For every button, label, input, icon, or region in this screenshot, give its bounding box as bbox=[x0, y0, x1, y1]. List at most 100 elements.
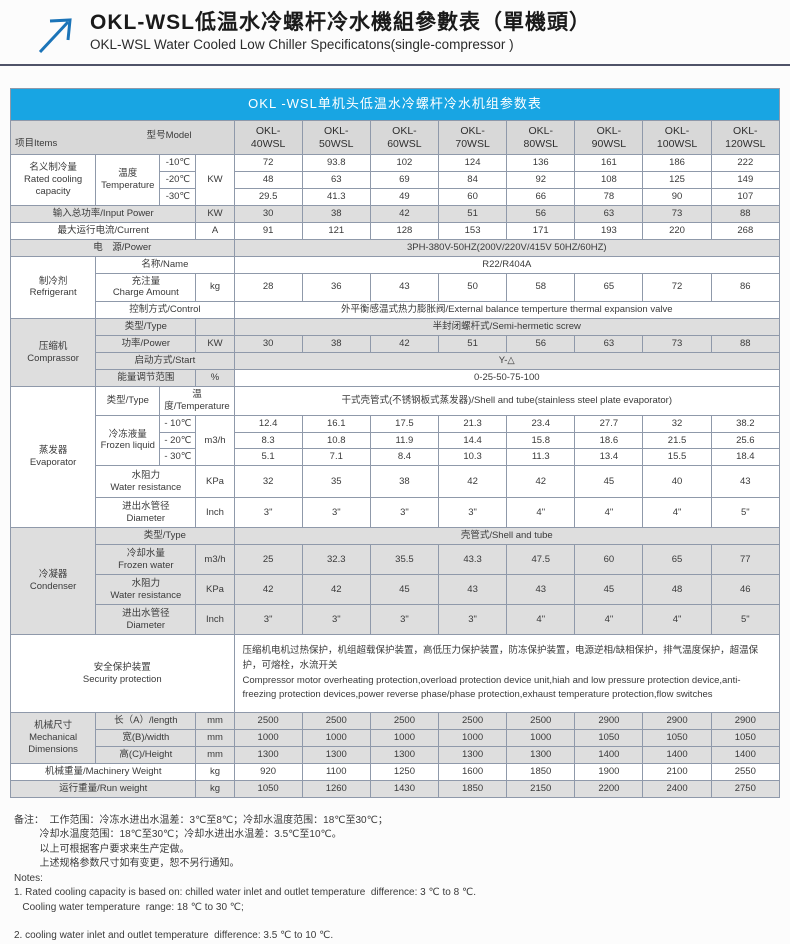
table-row-start: 启动方式/Start Y-△ bbox=[11, 352, 781, 370]
value-cell: 4" bbox=[574, 604, 644, 636]
table-row-security: 安全保护装置 Security protection 压缩机电机过热保护，机组超载… bbox=[10, 634, 781, 714]
value-cell: 149 bbox=[710, 171, 781, 189]
group-label-en: Evaporator bbox=[29, 457, 77, 469]
model-header: OKL- 50WSL bbox=[301, 120, 371, 155]
group-label-en: Comprassor bbox=[27, 352, 79, 364]
title-block: OKL-WSL低温水冷螺杆冷水機組參數表（單機頭） OKL-WSL Water … bbox=[90, 10, 591, 53]
table-row-energy-range: 能量调节范围 % 0-25-50-75-100 bbox=[11, 368, 781, 387]
value-cell: 51 bbox=[437, 335, 508, 353]
temp-cell: - 10℃ bbox=[159, 414, 197, 433]
row-label-zh: 水阻力 bbox=[131, 469, 161, 481]
page-title-zh: OKL-WSL低温水冷螺杆冷水機組參數表（單機頭） bbox=[90, 11, 591, 34]
temp-cell: -30℃ bbox=[159, 188, 197, 206]
value-cell: 3" bbox=[233, 604, 303, 636]
model-name: 70WSL bbox=[455, 137, 490, 150]
model-header-row: 项目Items 型号Model OKL- 40WSL OKL- 50WSL OKL-… bbox=[10, 120, 781, 155]
table-row-refrigerant-name: 制冷剂 Refrigerant 名称/Name R22/R404A bbox=[9, 255, 781, 320]
row-label: 启动方式/Start bbox=[95, 352, 235, 370]
value-cell: 1260 bbox=[301, 779, 371, 798]
value-cell: 1050 bbox=[574, 729, 644, 747]
value-cell: 171 bbox=[506, 221, 576, 240]
page-title-en: OKL-WSL Water Cooled Low Chiller Specifi… bbox=[90, 37, 514, 53]
value-cell: 15.8 bbox=[506, 431, 576, 450]
value-cell: 17.5 bbox=[369, 414, 440, 433]
table-row-evap-flow-20: - 20℃ 8.3 10.8 11.9 14.4 15.8 18.6 21.5 25.6 bbox=[11, 431, 781, 450]
value-cell: 107 bbox=[710, 188, 781, 206]
value-cell: 8.3 bbox=[233, 431, 303, 450]
brand-arrow-icon bbox=[34, 10, 80, 58]
value-cell: 3" bbox=[233, 497, 303, 529]
group-dimensions: 机械尺寸 Mechanical Dimensions bbox=[9, 712, 97, 764]
value-cell: 108 bbox=[574, 171, 644, 189]
model-prefix: OKL- bbox=[392, 125, 417, 138]
value-cell: 1300 bbox=[301, 745, 371, 764]
table-row-cond-resistance: 水阻力 Water resistance KPa 42 42 45 43 43 45 48 46 bbox=[11, 574, 781, 606]
value-cell: 2500 bbox=[301, 712, 371, 730]
row-label: 冷冻液量 Frozen liquid bbox=[95, 414, 161, 467]
model-name: 60WSL bbox=[387, 137, 422, 150]
banner-row: OKL -WSL单机头低温水冷螺杆冷水机组参数表 bbox=[10, 88, 780, 121]
value-cell: 42 bbox=[369, 335, 440, 353]
value-cell: 15.5 bbox=[642, 448, 712, 467]
model-prefix: OKL- bbox=[528, 125, 553, 138]
unit-cell: A bbox=[195, 221, 235, 240]
model-label: 型号Model bbox=[146, 130, 192, 141]
value-cell: 1300 bbox=[233, 745, 303, 764]
value-cell: 3" bbox=[301, 604, 371, 636]
unit-cell: KPa bbox=[195, 574, 235, 606]
value-cell: 161 bbox=[574, 154, 644, 172]
group-label-zh: 名义制冷量 bbox=[29, 162, 77, 174]
value-cell: 1850 bbox=[506, 762, 576, 781]
row-label: 输入总功率/Input Power bbox=[9, 205, 197, 223]
model-header: OKL- 40WSL bbox=[233, 120, 303, 155]
value-cell: 1300 bbox=[369, 745, 440, 764]
value-cell: 10.8 bbox=[301, 431, 371, 450]
table-row-machinery-weight: 机械重量/Machinery Weight kg 920 1100 1250 1600… bbox=[9, 762, 781, 781]
value-cell: 128 bbox=[369, 221, 440, 240]
value-cell: 13.4 bbox=[574, 448, 644, 467]
security-text-en: Compressor motor overheating protection,… bbox=[242, 674, 741, 701]
value-cell: 50 bbox=[437, 272, 508, 303]
value-cell: 153 bbox=[437, 221, 508, 240]
table-row-charge: 充注量 Charge Amount kg 28 36 43 50 58 65 72 86 bbox=[11, 272, 781, 303]
value-cell: 10.3 bbox=[437, 448, 508, 467]
energy-range-value: 0-25-50-75-100 bbox=[233, 368, 781, 387]
table-row-height: 高(C)/Height mm 1300 1300 1300 1300 1300 1400 1… bbox=[11, 745, 781, 764]
value-cell: 73 bbox=[642, 335, 712, 353]
row-label-zh: 进出水管径 bbox=[122, 500, 170, 512]
value-cell: 42 bbox=[506, 465, 576, 499]
model-header: OKL- 90WSL bbox=[574, 120, 644, 155]
value-cell: 4" bbox=[574, 497, 644, 529]
group-label-en: Condenser bbox=[29, 581, 77, 593]
row-label: 进出水管径 Diameter bbox=[95, 497, 197, 529]
value-cell: 14.4 bbox=[437, 431, 508, 450]
model-prefix: OKL- bbox=[255, 125, 281, 138]
value-cell: 36 bbox=[301, 272, 371, 303]
items-model-header: 项目Items 型号Model bbox=[10, 120, 235, 155]
row-label: 最大运行电流/Current bbox=[9, 221, 197, 240]
model-name: 90WSL bbox=[591, 137, 627, 150]
value-cell: 86 bbox=[710, 272, 781, 303]
model-header: OKL- 100WSL bbox=[642, 120, 712, 155]
value-cell: 1000 bbox=[301, 729, 371, 747]
value-cell: 38 bbox=[369, 465, 440, 499]
value-cell: 73 bbox=[642, 205, 712, 223]
table-row-cond-diameter: 进出水管径 Diameter Inch 3" 3" 3" 3" 4" 4" 4" 5" bbox=[11, 604, 781, 636]
value-cell: 136 bbox=[506, 154, 576, 172]
value-cell: 2500 bbox=[506, 712, 576, 730]
value-cell: 35 bbox=[301, 465, 371, 499]
value-cell: 5" bbox=[710, 604, 781, 636]
group-evaporator: 蒸发器 Evaporator bbox=[9, 385, 97, 529]
unit-cell: KW bbox=[195, 205, 235, 223]
unit-cell: kg bbox=[195, 779, 235, 798]
security-label: 安全保护装置 Security protection bbox=[10, 634, 235, 714]
temp-cell: - 30℃ bbox=[159, 448, 197, 467]
row-label: 进出水管径 Diameter bbox=[95, 604, 197, 636]
value-cell: 2900 bbox=[574, 712, 644, 730]
value-cell: 29.5 bbox=[233, 188, 303, 206]
row-label-zh: 水阻力 bbox=[131, 577, 161, 589]
value-cell: 92 bbox=[506, 171, 576, 189]
value-cell: 65 bbox=[574, 272, 644, 303]
value-cell: 42 bbox=[233, 574, 303, 606]
value-cell: 48 bbox=[233, 171, 303, 189]
